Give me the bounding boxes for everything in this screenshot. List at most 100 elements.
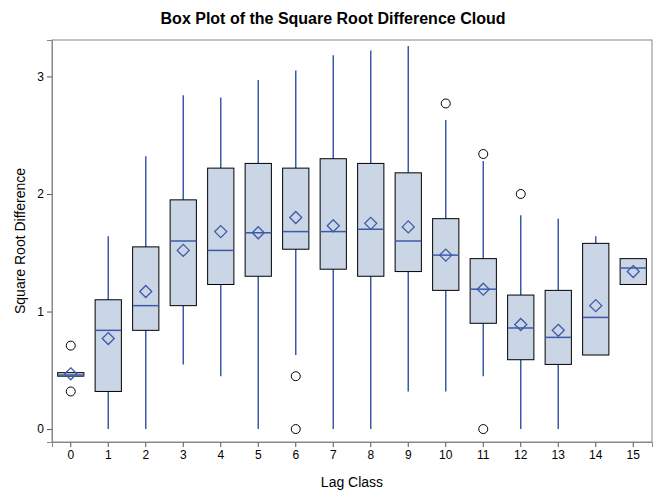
x-tick-label: 6 — [292, 448, 299, 462]
y-tick: 3 — [37, 70, 52, 84]
upper-whisker — [183, 95, 185, 200]
x-tick-label: 11 — [477, 448, 490, 462]
x-tick-mark — [595, 442, 596, 447]
x-tick: 11 — [477, 442, 490, 462]
x-tick: 3 — [180, 442, 187, 462]
median — [583, 317, 609, 319]
median — [95, 330, 121, 332]
upper-whisker — [295, 71, 297, 169]
x-tick-mark — [520, 442, 521, 447]
box-group — [208, 98, 234, 377]
box-group — [283, 71, 309, 434]
lower-whisker — [295, 249, 297, 355]
box — [208, 168, 234, 284]
x-tick: 12 — [514, 442, 528, 462]
upper-whisker — [558, 219, 560, 291]
x-tick-label: 13 — [552, 448, 566, 462]
mean-marker — [515, 318, 527, 330]
box — [395, 173, 421, 272]
box-group — [620, 259, 646, 285]
box — [620, 259, 646, 285]
x-tick-mark — [220, 442, 221, 447]
lower-whisker — [220, 284, 222, 376]
x-tick-mark — [558, 442, 559, 447]
median — [433, 254, 459, 256]
mean-marker — [290, 211, 302, 223]
x-tick: 1 — [105, 442, 112, 462]
upper-whisker — [145, 156, 147, 247]
median — [133, 305, 159, 307]
x-tick-label: 15 — [627, 448, 641, 462]
x-tick-mark — [633, 442, 634, 447]
lower-whisker — [558, 364, 560, 429]
x-tick-label: 7 — [330, 448, 337, 462]
y-tick-mark — [47, 76, 52, 77]
x-tick-mark — [108, 442, 109, 447]
mean-marker — [102, 333, 114, 345]
box — [58, 373, 84, 377]
box-group — [583, 236, 609, 355]
x-tick-mark — [145, 442, 146, 447]
median — [620, 267, 646, 269]
x-tick-mark — [370, 442, 371, 447]
y-tick-mark — [47, 312, 52, 313]
mean-marker — [252, 227, 264, 239]
upper-whisker — [333, 55, 335, 158]
x-tick: 14 — [589, 442, 603, 462]
mean-marker — [552, 324, 564, 336]
mean-marker — [177, 244, 189, 256]
box-group — [58, 341, 84, 396]
y-tick-label: 1 — [37, 305, 44, 319]
mean-marker — [215, 226, 227, 238]
x-tick-mark — [183, 442, 184, 447]
lower-whisker — [408, 272, 410, 392]
box — [245, 163, 271, 276]
x-tick-label: 3 — [180, 448, 187, 462]
box — [283, 168, 309, 249]
x-tick-mark — [333, 442, 334, 447]
x-axis-line — [53, 443, 653, 448]
outlier — [66, 387, 75, 396]
lower-whisker — [258, 276, 260, 429]
lower-whisker — [145, 330, 147, 429]
x-tick: 0 — [67, 442, 74, 462]
box — [545, 290, 571, 364]
outlier — [291, 425, 300, 434]
x-tick-mark — [408, 442, 409, 447]
box — [470, 259, 496, 324]
outlier — [479, 150, 488, 159]
y-tick-label: 0 — [37, 422, 44, 436]
outlier — [66, 341, 75, 350]
box — [433, 219, 459, 291]
lower-whisker — [483, 323, 485, 376]
lower-whisker — [183, 306, 185, 365]
box — [583, 243, 609, 355]
outlier — [479, 425, 488, 434]
upper-whisker — [595, 236, 597, 243]
x-axis: 0123456789101112131415 — [53, 442, 653, 462]
mean-marker — [477, 283, 489, 295]
x-tick: 7 — [330, 442, 337, 462]
lower-whisker — [370, 276, 372, 429]
outlier — [441, 99, 450, 108]
plot-frame — [52, 40, 652, 442]
x-tick: 15 — [627, 442, 641, 462]
median — [245, 232, 271, 234]
x-tick-label: 9 — [405, 448, 412, 462]
median — [395, 240, 421, 242]
x-tick: 5 — [255, 442, 262, 462]
mean-marker — [65, 368, 77, 380]
mean-marker — [627, 266, 639, 278]
box-group — [245, 80, 271, 429]
box-group — [95, 236, 121, 429]
mean-marker — [140, 286, 152, 298]
boxes — [58, 46, 647, 434]
x-tick: 10 — [439, 442, 453, 462]
y-tick-label: 3 — [37, 70, 44, 84]
x-tick-label: 0 — [67, 448, 74, 462]
y-axis-title: Square Root Difference — [12, 168, 28, 314]
median — [208, 250, 234, 252]
upper-whisker — [258, 80, 260, 163]
median — [170, 240, 196, 242]
title: Box Plot of the Square Root Difference C… — [161, 10, 506, 27]
